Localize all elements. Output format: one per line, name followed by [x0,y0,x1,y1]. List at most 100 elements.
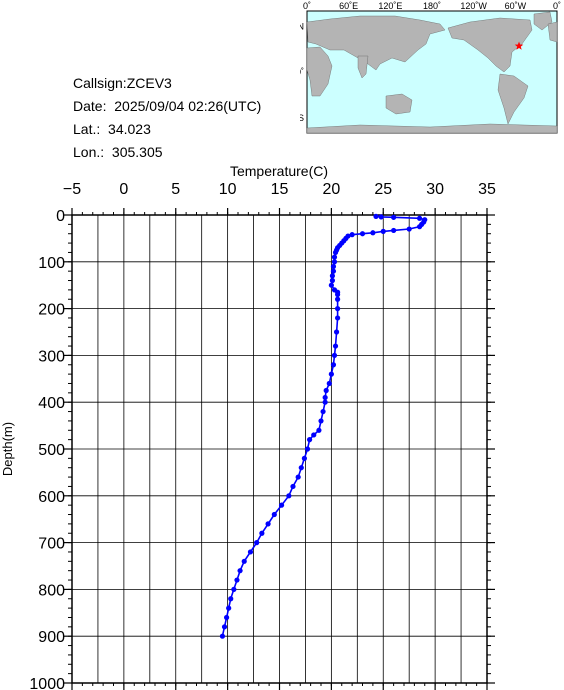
data-point [370,230,376,236]
y-tick-label: 100 [38,255,65,272]
data-point [323,387,329,394]
data-point [298,465,304,471]
y-tick-label: 700 [38,536,65,553]
y-tick-label: 900 [38,629,65,646]
data-point [330,362,337,368]
x-tick-label: 25 [374,181,392,198]
map-land [306,11,558,134]
data-point [330,268,337,274]
y-axis-title: Depth(m) [0,422,15,476]
x-tick-label: 35 [478,181,496,198]
land-eurasia [306,15,446,71]
data-point [329,273,336,279]
data-point [228,596,234,602]
land-india [357,55,369,79]
x-tick-label: 20 [322,181,340,198]
map-lon-tick: 120˚E [378,1,402,11]
data-point [335,296,341,302]
callsign-row: Callsign:ZCEV3 [73,72,261,95]
world-map: 0˚ 60˚E 120˚E 180˚ 120˚W 60˚W 0˚ 60˚N 0˚ 60˚S [300,1,561,134]
data-point [259,530,265,536]
callsign-label: Callsign: [73,75,127,91]
data-point [331,254,338,260]
data-point [221,624,228,630]
lon-row: Lon.: 305.305 [73,141,261,164]
land-africa [306,46,333,97]
data-point [359,231,366,237]
lat-row: Lat.: 34.023 [73,118,261,141]
data-point [234,577,240,583]
date-value: 2025/09/04 02:26(UTC) [114,98,262,114]
data-point [333,329,340,335]
y-tick-label: 600 [38,489,65,506]
data-point [330,263,337,270]
lon-label: Lon.: [73,144,105,160]
star-icon [514,41,524,50]
data-point [295,474,301,480]
map-lon-tick: 180˚ [423,1,441,11]
x-tick-label: 10 [219,181,237,198]
data-point [416,224,423,230]
data-point [247,549,254,555]
data-point [391,227,397,234]
data-point [237,568,243,574]
data-point [286,493,292,499]
map-lat-tick: 0˚ [300,67,304,77]
y-tick-label: 200 [38,302,65,319]
land-south-america [497,73,529,125]
land-north-america [447,17,533,73]
map-lon-tick: 0˚ [303,1,311,11]
data-point [290,483,296,490]
x-tick-label: −5 [63,181,81,198]
data-point [391,214,397,220]
data-point [322,394,328,401]
y-tick-label: 0 [56,208,65,225]
data-point [380,228,386,234]
data-point [265,521,271,527]
data-point [231,586,237,593]
data-point [416,215,423,221]
y-tick-label: 800 [38,582,65,599]
data-point [316,427,322,433]
data-point [223,614,230,621]
data-point [328,371,334,377]
x-tick-label: 15 [271,181,289,198]
map-lat-tick: 60˚N [300,21,304,31]
data-point [329,277,336,284]
data-point [332,343,339,349]
data-point [322,399,328,405]
data-point [241,558,247,564]
land-greenland [533,11,553,31]
data-point [320,408,326,415]
land-antarctica [306,123,558,134]
x-axis-title: Temperature(C) [230,163,328,179]
data-point [331,352,338,358]
data-point [301,455,307,461]
data-point [304,446,311,452]
map-lat-tick: 60˚S [300,113,304,123]
data-point [335,291,341,298]
data-point [332,249,339,256]
temperature-profile-line [221,215,426,637]
map-lon-tick: 0˚ [553,1,561,11]
callsign-value: ZCEV3 [126,75,172,91]
data-point [318,418,324,424]
data-point [271,511,277,518]
station-info: Callsign:ZCEV3 Date: 2025/09/04 02:26(UT… [73,72,261,164]
date-label: Date: [73,98,107,114]
data-point [306,437,313,443]
x-tick-label: 30 [426,181,444,198]
data-point [378,214,384,220]
date-row: Date: 2025/09/04 02:26(UTC) [73,95,261,118]
data-point [219,633,226,639]
data-point [278,502,285,508]
y-tick-label: 1000 [29,676,65,690]
y-tick-label: 400 [38,395,65,412]
lat-value: 34.023 [108,121,151,137]
data-point [373,213,379,220]
y-tick-label: 500 [38,442,65,459]
x-tick-label: 5 [171,181,180,198]
data-point [311,432,317,438]
data-point [326,380,332,387]
data-point [335,315,341,321]
